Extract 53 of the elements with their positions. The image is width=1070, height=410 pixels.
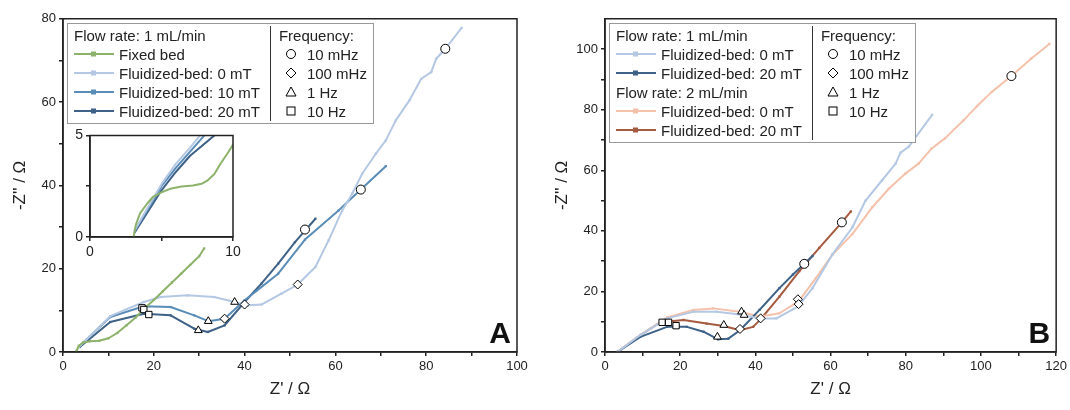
annotation: A	[489, 316, 511, 350]
annotation: Frequency:	[278, 25, 355, 45]
x-tick-label: 80	[418, 358, 434, 374]
x-tick-label: 10	[225, 243, 241, 260]
legend-label: 100 mHz	[306, 64, 367, 82]
legend-label: 100 mHz	[848, 64, 909, 82]
legend-label: 10 Hz	[848, 102, 889, 120]
legend-label: Fluidized-bed: 20 mT	[661, 64, 802, 82]
y-tick-label: 80	[583, 101, 598, 117]
y-tick-label: 40	[583, 222, 598, 238]
y-tick-label: 60	[41, 93, 56, 109]
y-axis-title: -Z'' / Ω	[9, 160, 29, 211]
legend-label: 10 Hz	[306, 102, 347, 120]
annotation: B	[1028, 316, 1051, 350]
legend-label: Fluidized-bed: 20 mT	[119, 102, 260, 120]
legend-label: Fluidized-bed: 0 mT	[661, 45, 794, 63]
y-tick-label: 5	[75, 126, 84, 143]
y-tick-label: 20	[41, 260, 56, 276]
x-tick-label: 100	[506, 358, 528, 374]
x-tick-label: 40	[237, 358, 252, 374]
x-tick-label: 20	[672, 358, 688, 374]
y-axis-title: -Z'' / Ω	[551, 160, 571, 211]
x-tick-label: 0	[601, 358, 609, 374]
y-tick-label: 0	[48, 343, 56, 359]
y-tick-label: 20	[583, 283, 598, 298]
x-axis-title: Z' / Ω	[269, 379, 311, 399]
x-tick-label: 60	[823, 358, 838, 374]
annotation: Flow rate: 2 mL/min	[616, 82, 749, 102]
legend-title: Flow rate: 1 mL/min	[616, 25, 749, 45]
annotation: Frequency:	[820, 25, 897, 45]
x-tick-label: 40	[748, 358, 763, 374]
legend-label: 10 mHz	[306, 45, 359, 63]
legend-label: 10 mHz	[848, 45, 901, 63]
x-tick-label: 100	[970, 358, 992, 374]
legend-title: Flow rate: 1 mL/min	[74, 25, 207, 45]
legend-label: Fixed bed	[119, 45, 185, 63]
x-tick-label: 20	[146, 358, 162, 374]
legend-label: 1 Hz	[306, 83, 338, 101]
x-tick-label: 60	[328, 358, 343, 374]
legend-label: 1 Hz	[848, 83, 880, 101]
x-tick-label: 0	[59, 358, 67, 374]
x-tick-label: 80	[898, 358, 913, 374]
y-tick-label: 40	[41, 176, 56, 192]
y-tick-label: 80	[41, 10, 56, 26]
legend-label: Fluidized-bed: 10 mT	[119, 83, 260, 101]
legend-label: Fluidized-bed: 20 mT	[661, 121, 802, 139]
y-tick-label: 0	[590, 343, 598, 359]
legend-label: Fluidized-bed: 0 mT	[119, 64, 252, 82]
y-tick-label: 100	[576, 40, 598, 56]
x-tick-label: 120	[1045, 358, 1068, 374]
legend-label: Fluidized-bed: 0 mT	[661, 102, 794, 120]
y-tick-label: 60	[583, 161, 598, 177]
x-axis-title: Z' / Ω	[810, 379, 851, 399]
